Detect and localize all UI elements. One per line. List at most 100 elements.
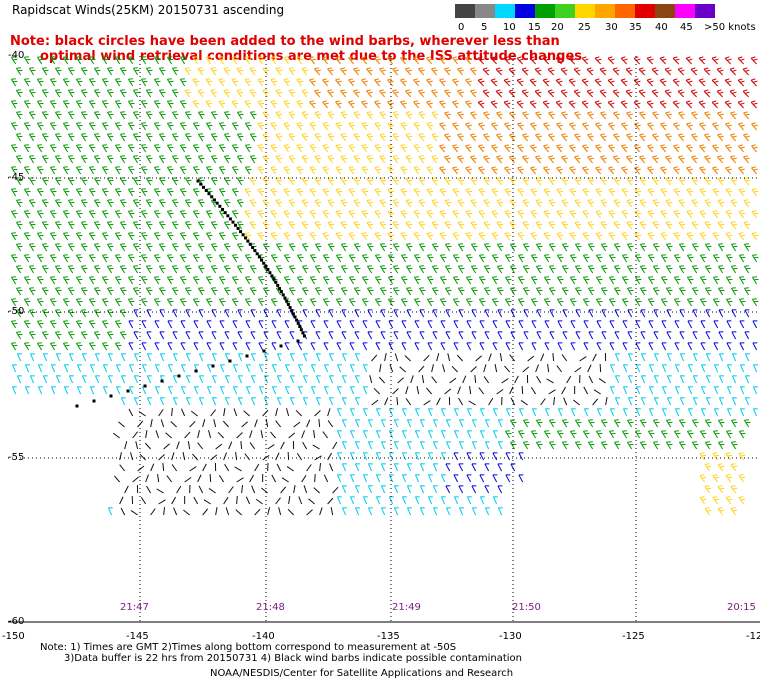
wind-barb bbox=[711, 56, 719, 65]
wind-barb bbox=[704, 287, 712, 296]
wind-barb bbox=[634, 298, 642, 307]
wind-barb bbox=[484, 507, 490, 516]
wind-barb bbox=[145, 89, 153, 98]
wind-barb bbox=[704, 221, 712, 230]
wind-barb bbox=[10, 166, 18, 175]
wind-barb bbox=[522, 221, 530, 230]
wind-barb bbox=[717, 265, 725, 274]
wind-barb bbox=[725, 496, 733, 505]
wind-barb bbox=[725, 188, 733, 197]
wind-barb bbox=[471, 309, 477, 318]
wind-barb bbox=[197, 221, 205, 230]
wind-barb bbox=[120, 353, 126, 362]
wind-barb bbox=[608, 276, 616, 285]
wind-barb bbox=[530, 232, 538, 241]
wind-barb bbox=[531, 320, 537, 329]
wind-barb bbox=[388, 342, 394, 351]
wind-barb bbox=[348, 276, 356, 285]
wind-barb bbox=[522, 287, 530, 296]
wind-barb bbox=[232, 364, 238, 373]
wind-barb bbox=[607, 100, 615, 109]
wind-barb bbox=[497, 463, 503, 472]
wind-barb bbox=[713, 408, 719, 417]
wind-barb bbox=[322, 78, 329, 87]
wind-barb bbox=[184, 199, 192, 208]
wind-barb bbox=[387, 122, 395, 131]
wind-barb bbox=[119, 287, 127, 296]
wind-barb bbox=[478, 387, 485, 395]
wind-barb bbox=[374, 188, 382, 197]
wind-barb bbox=[608, 298, 616, 307]
wind-barb bbox=[479, 430, 485, 439]
wind-barb bbox=[726, 408, 732, 417]
wind-barb bbox=[202, 419, 206, 428]
wind-barb bbox=[270, 254, 278, 263]
wind-barb bbox=[295, 409, 302, 417]
wind-barb bbox=[275, 243, 283, 252]
wind-barb bbox=[322, 232, 330, 241]
wind-barb bbox=[556, 430, 564, 439]
wind-barb bbox=[594, 100, 602, 109]
wind-barb bbox=[419, 463, 425, 472]
wind-barb bbox=[301, 287, 309, 296]
wind-barb bbox=[517, 188, 525, 197]
wind-barb bbox=[362, 474, 368, 483]
wind-barb bbox=[182, 452, 186, 461]
wind-barb bbox=[348, 100, 355, 109]
wind-barb bbox=[270, 298, 278, 307]
wind-barb bbox=[574, 221, 582, 230]
wind-barb bbox=[583, 342, 589, 351]
wind-barb bbox=[620, 56, 628, 65]
wind-barb bbox=[172, 331, 178, 340]
legend-swatch bbox=[455, 4, 475, 18]
wind-barb bbox=[237, 309, 243, 318]
wind-barb bbox=[114, 166, 122, 175]
contamination-marker bbox=[279, 290, 283, 294]
wind-barb bbox=[497, 441, 503, 450]
wind-barb bbox=[726, 320, 732, 329]
wind-barb bbox=[10, 144, 18, 153]
wind-barb bbox=[692, 309, 698, 318]
wind-barb bbox=[322, 210, 330, 219]
wind-barb bbox=[660, 232, 668, 241]
wind-barb bbox=[205, 276, 213, 285]
wind-barb bbox=[400, 254, 408, 263]
wind-barb bbox=[492, 430, 498, 439]
wind-barb bbox=[210, 111, 218, 120]
wind-barb bbox=[197, 474, 202, 483]
wind-barb bbox=[674, 320, 680, 329]
wind-barb bbox=[283, 78, 291, 87]
wind-barb bbox=[224, 375, 230, 384]
wind-barb bbox=[418, 89, 425, 98]
wind-barb bbox=[555, 78, 563, 87]
wind-barb bbox=[249, 474, 255, 483]
wind-barb bbox=[67, 133, 75, 142]
wind-barb bbox=[414, 474, 420, 483]
wind-barb bbox=[521, 89, 529, 98]
wind-barb bbox=[426, 387, 433, 395]
wind-barb bbox=[10, 298, 18, 307]
wind-barb bbox=[296, 276, 304, 285]
wind-barb bbox=[127, 78, 135, 87]
wind-barb bbox=[587, 111, 594, 120]
wind-barb bbox=[739, 408, 745, 417]
wind-barb bbox=[171, 407, 173, 417]
wind-barb bbox=[54, 177, 62, 186]
wind-barb bbox=[114, 232, 122, 241]
wind-barb bbox=[379, 199, 387, 208]
wind-barb bbox=[54, 199, 62, 208]
wind-barb bbox=[10, 276, 18, 285]
wind-barb bbox=[127, 166, 135, 175]
wind-barb bbox=[49, 78, 57, 87]
wind-barb bbox=[581, 56, 589, 65]
contamination-marker bbox=[241, 233, 245, 237]
wind-barb bbox=[146, 309, 152, 318]
wind-barb bbox=[219, 320, 225, 329]
wind-barb bbox=[289, 353, 295, 362]
wind-barb bbox=[557, 342, 563, 351]
wind-barb bbox=[595, 166, 602, 175]
wind-barb bbox=[62, 320, 70, 329]
wind-barb bbox=[634, 144, 641, 153]
wind-barb bbox=[413, 210, 421, 219]
wind-barb bbox=[738, 276, 746, 285]
